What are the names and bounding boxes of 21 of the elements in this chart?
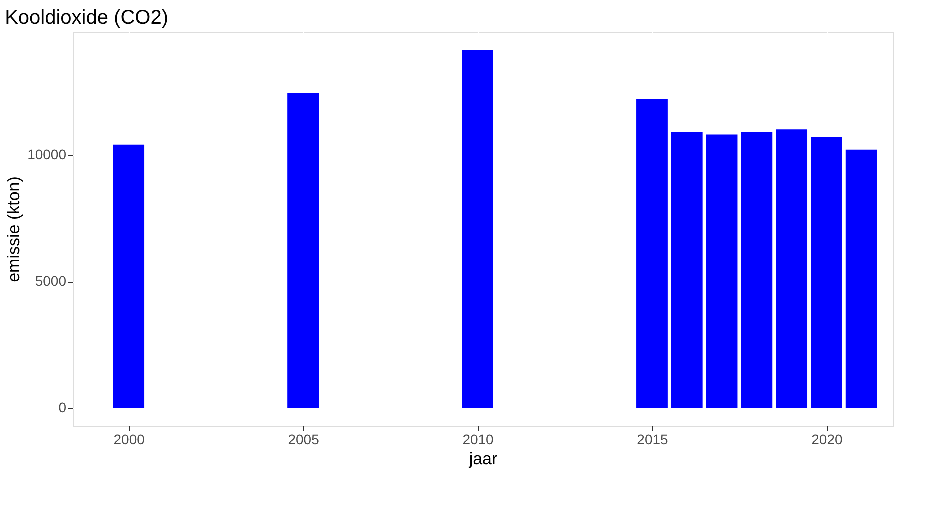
chart-title: Kooldioxide (CO2) — [5, 7, 168, 29]
bar — [288, 92, 319, 408]
bar — [846, 150, 878, 408]
bar — [741, 132, 773, 408]
y-axis-title: emissie (kton) — [4, 176, 24, 282]
x-tick-label: 2005 — [288, 432, 320, 448]
y-tick-label: 5000 — [35, 273, 67, 290]
x-axis-title: jaar — [468, 450, 498, 468]
bar — [671, 132, 703, 408]
bar — [636, 99, 668, 408]
bar — [706, 134, 738, 408]
bar — [113, 144, 145, 408]
bar — [776, 130, 808, 408]
y-tick-label: 0 — [58, 400, 67, 416]
bar — [462, 50, 494, 408]
bar — [811, 137, 842, 408]
x-tick-label: 2000 — [114, 432, 146, 448]
x-tick-label: 2010 — [462, 432, 494, 448]
y-tick-label: 10000 — [28, 146, 67, 162]
x-tick-label: 2020 — [812, 432, 843, 448]
x-tick-label: 2015 — [637, 432, 669, 448]
